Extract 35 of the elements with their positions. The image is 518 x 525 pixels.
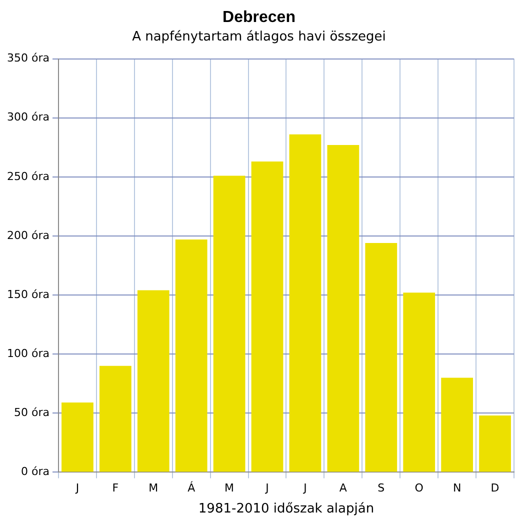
bar: [137, 290, 170, 472]
y-tick-label: 50 óra: [14, 406, 50, 419]
y-tick-label: 100 óra: [6, 346, 50, 360]
chart-title: Debrecen: [222, 9, 296, 26]
y-tick-label: 250 óra: [6, 170, 50, 183]
bar: [327, 145, 360, 472]
y-tick-label: 0 óra: [20, 465, 50, 478]
x-axis-title: 1981-2010 időszak alapján: [198, 502, 374, 517]
x-tick-label: O: [414, 482, 424, 495]
y-tick-label: 350 óra: [6, 52, 50, 65]
bar: [365, 243, 398, 472]
x-tick-label: D: [490, 482, 500, 495]
x-tick-label: F: [112, 482, 119, 495]
x-tick-label: J: [264, 482, 269, 495]
x-tick-label: M: [224, 482, 234, 495]
bar: [289, 134, 322, 472]
x-tick-label: A: [339, 482, 348, 495]
x-tick-label: S: [378, 482, 385, 495]
bar: [62, 402, 94, 472]
bar: [403, 292, 436, 472]
x-tick-label: J: [302, 482, 307, 495]
x-tick-label: M: [148, 482, 158, 495]
y-tick-label: 300 óra: [6, 110, 50, 124]
bar: [175, 240, 208, 472]
bar: [251, 162, 284, 472]
x-tick-label: Á: [188, 480, 196, 495]
bar: [99, 366, 132, 472]
x-tick-label: J: [74, 482, 80, 495]
y-tick-label: 200 óra: [6, 228, 50, 242]
y-tick-label: 150 óra: [6, 288, 50, 301]
bar: [479, 416, 511, 472]
x-tick-label: N: [452, 482, 462, 495]
chart-subtitle: A napfénytartam átlagos havi összegei: [132, 29, 386, 44]
bar: [213, 176, 246, 472]
bar: [441, 378, 474, 472]
